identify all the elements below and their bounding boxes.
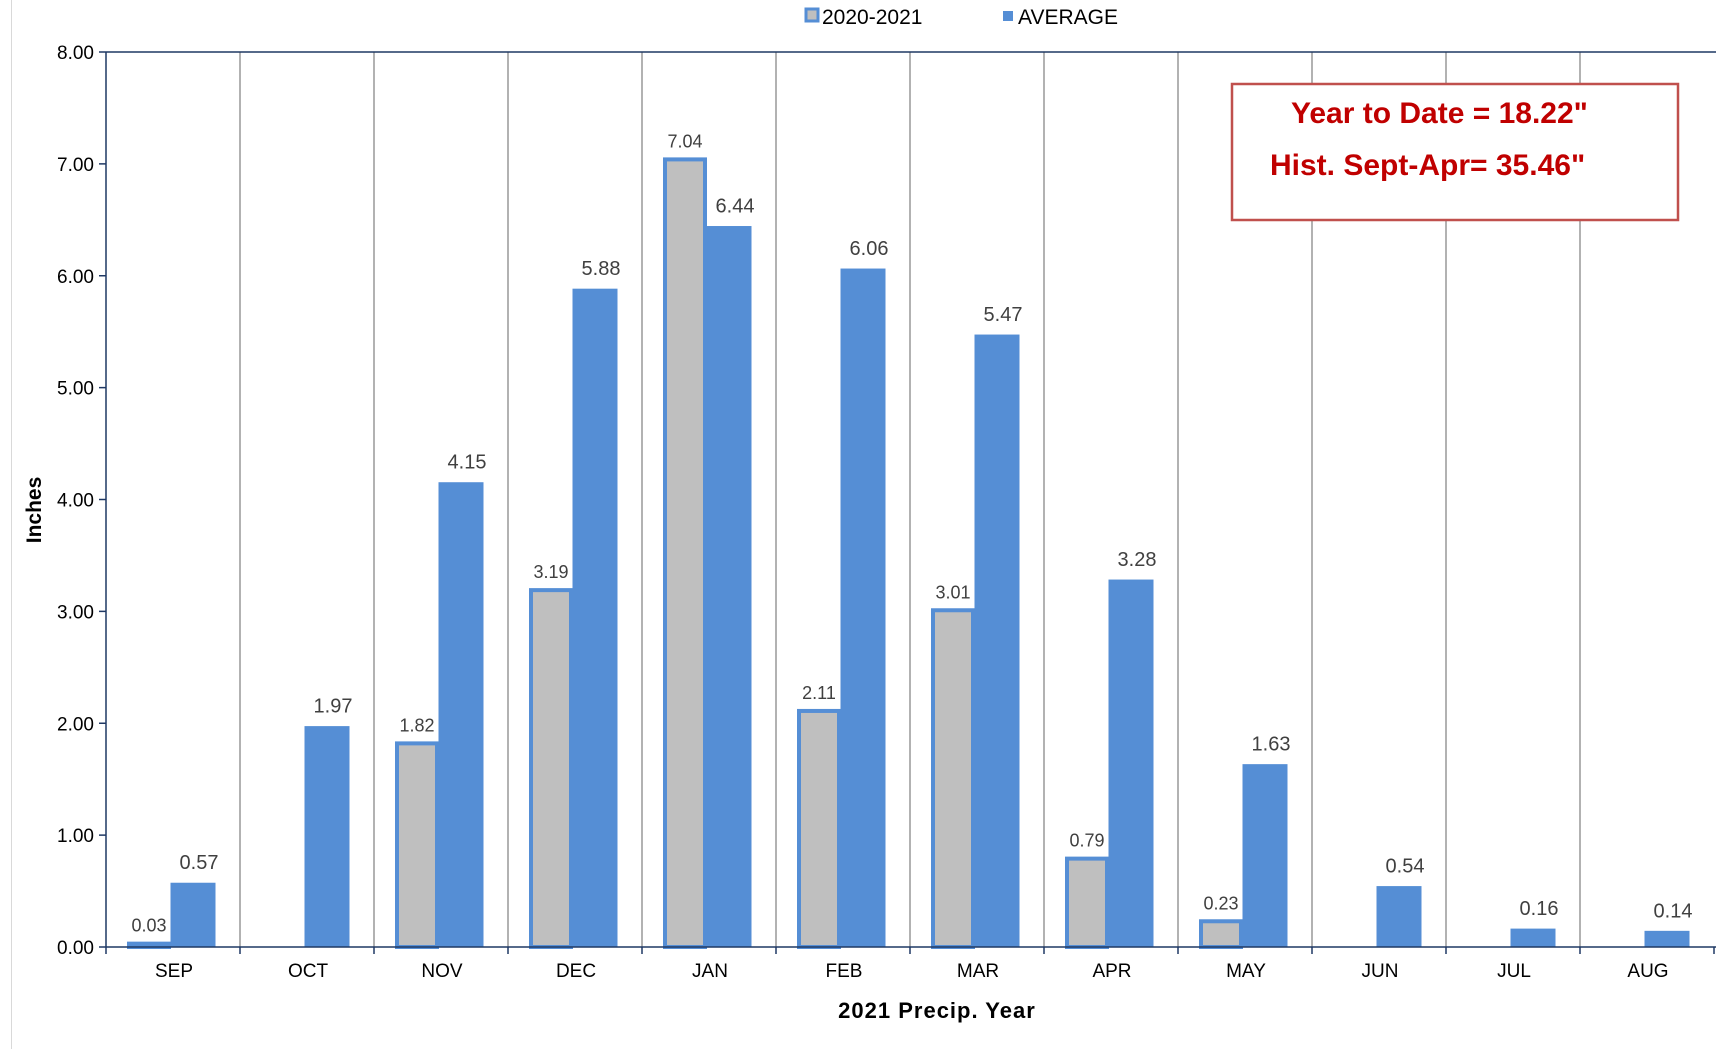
data-label-2020-2021-nov: 1.82 — [399, 715, 434, 735]
bar-average-jul — [1510, 928, 1556, 948]
data-label-2020-2021-jan: 7.04 — [667, 131, 702, 151]
annotation-hist-sept-apr: Hist. Sept-Apr= 35.46" — [1270, 149, 1585, 182]
y-tick-label: 6.00 — [57, 267, 94, 288]
y-tick-label: 7.00 — [57, 155, 94, 176]
data-label-average-jul: 0.16 — [1520, 898, 1559, 920]
ytd-annotation-box: Year to Date = 18.22" Hist. Sept-Apr= 35… — [1230, 82, 1680, 222]
data-label-average-sep: 0.57 — [180, 852, 219, 874]
y-axis-ticks: 0.00 1.00 2.00 3.00 4.00 5.00 6.00 7.00 8.00 — [57, 43, 106, 959]
bar-2020-2021-feb — [797, 708, 841, 949]
bar-average-mar — [974, 334, 1020, 948]
data-label-average-apr: 3.28 — [1118, 549, 1157, 571]
x-tick-label-apr: APR — [1092, 961, 1131, 982]
bar-average-nov — [438, 482, 484, 948]
data-label-average-aug: 0.14 — [1654, 900, 1693, 922]
x-tick-label-sep: SEP — [155, 961, 193, 982]
legend-label-2020-2021: 2020-2021 — [822, 6, 922, 29]
data-label-average-dec: 5.88 — [582, 258, 621, 280]
data-label-2020-2021-may: 0.23 — [1203, 893, 1238, 913]
y-tick-label: 4.00 — [57, 491, 94, 512]
legend-swatch-2020-2021 — [804, 7, 820, 23]
x-tick-label-mar: MAR — [957, 961, 999, 982]
y-tick-label: 5.00 — [57, 379, 94, 400]
y-axis-title: Inches — [23, 477, 46, 544]
bar-2020-2021-dec — [529, 588, 573, 950]
bar-average-sep — [170, 882, 216, 948]
x-tick-label-oct: OCT — [288, 961, 329, 982]
x-tick-label-jul: JUL — [1497, 961, 1531, 982]
data-label-average-mar: 5.47 — [984, 304, 1023, 326]
bar-average-jan — [706, 226, 752, 948]
bar-average-dec — [572, 288, 618, 948]
x-tick-label-may: MAY — [1226, 961, 1266, 982]
annotation-frame — [1230, 82, 1680, 222]
y-tick-label: 0.00 — [57, 938, 94, 959]
data-label-average-jan: 6.44 — [716, 196, 755, 218]
series-average-bars — [170, 226, 1690, 948]
bar-average-aug — [1644, 930, 1690, 948]
legend-label-average: AVERAGE — [1018, 6, 1118, 29]
data-label-2020-2021-sep: 0.03 — [131, 916, 166, 936]
data-label-average-nov: 4.15 — [448, 452, 487, 474]
data-label-2020-2021-feb: 2.11 — [802, 683, 836, 703]
bar-average-feb — [840, 268, 886, 948]
bar-2020-2021-apr — [1065, 856, 1109, 950]
x-tick-label-jun: JUN — [1362, 961, 1399, 982]
data-label-2020-2021-dec: 3.19 — [533, 562, 568, 582]
data-label-average-may: 1.63 — [1252, 734, 1291, 756]
x-axis-ticks: SEP OCT NOV DEC JAN FEB MAR APR MAY JUN JUL AUG — [105, 947, 1715, 982]
bar-average-apr — [1108, 579, 1154, 948]
y-tick-label: 1.00 — [57, 826, 94, 847]
data-label-2020-2021-mar: 3.01 — [935, 582, 970, 602]
chart-legend: 2020-2021 AVERAGE — [804, 6, 1118, 29]
bar-average-may — [1242, 764, 1288, 948]
series-2020-2021-bars — [127, 157, 1243, 950]
data-label-average-feb: 6.06 — [850, 238, 889, 260]
data-labels: 0.03 0.57 1.97 1.82 4.15 3.19 5.88 7.04 6.44 2.11… — [131, 131, 1692, 935]
y-tick-label: 2.00 — [57, 714, 94, 735]
y-tick-label: 8.00 — [57, 43, 94, 64]
data-label-2020-2021-apr: 0.79 — [1069, 831, 1104, 851]
y-tick-label: 3.00 — [57, 602, 94, 623]
x-tick-label-feb: FEB — [826, 961, 863, 982]
bar-2020-2021-may — [1199, 919, 1243, 949]
x-tick-label-dec: DEC — [556, 961, 596, 982]
data-label-average-oct: 1.97 — [314, 696, 353, 718]
legend-swatch-average — [1003, 11, 1013, 21]
bar-2020-2021-jan — [663, 157, 707, 949]
bar-2020-2021-nov — [395, 741, 439, 950]
x-axis-title: 2021 Precip. Year — [838, 998, 1036, 1023]
x-tick-label-aug: AUG — [1627, 961, 1668, 982]
bar-average-jun — [1376, 886, 1422, 948]
page-left-rule — [11, 0, 12, 1049]
bar-2020-2021-mar — [931, 608, 975, 949]
x-tick-label-jan: JAN — [692, 961, 728, 982]
bar-average-oct — [304, 726, 350, 948]
data-label-average-jun: 0.54 — [1386, 856, 1425, 878]
annotation-year-to-date: Year to Date = 18.22" — [1291, 97, 1588, 130]
x-tick-label-nov: NOV — [421, 961, 463, 982]
